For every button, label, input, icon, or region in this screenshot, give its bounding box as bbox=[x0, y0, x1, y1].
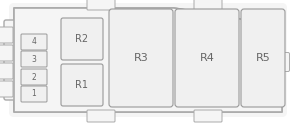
FancyBboxPatch shape bbox=[0, 63, 13, 79]
FancyBboxPatch shape bbox=[0, 27, 13, 43]
Text: R3: R3 bbox=[134, 53, 148, 63]
Text: 1: 1 bbox=[32, 90, 36, 98]
FancyBboxPatch shape bbox=[278, 52, 290, 72]
FancyBboxPatch shape bbox=[21, 86, 47, 102]
Text: R4: R4 bbox=[200, 53, 214, 63]
FancyBboxPatch shape bbox=[4, 20, 22, 100]
Text: R5: R5 bbox=[256, 53, 270, 63]
FancyBboxPatch shape bbox=[21, 69, 47, 85]
Polygon shape bbox=[14, 8, 282, 112]
Polygon shape bbox=[14, 8, 282, 112]
FancyBboxPatch shape bbox=[9, 3, 287, 117]
FancyBboxPatch shape bbox=[87, 0, 115, 10]
FancyBboxPatch shape bbox=[21, 51, 47, 67]
Text: 2: 2 bbox=[32, 73, 36, 81]
Text: 3: 3 bbox=[32, 55, 36, 63]
Text: R2: R2 bbox=[75, 34, 88, 44]
FancyBboxPatch shape bbox=[194, 110, 222, 122]
FancyBboxPatch shape bbox=[0, 45, 13, 61]
FancyBboxPatch shape bbox=[241, 9, 285, 107]
FancyBboxPatch shape bbox=[0, 81, 13, 97]
FancyBboxPatch shape bbox=[109, 9, 173, 107]
FancyBboxPatch shape bbox=[61, 64, 103, 106]
FancyBboxPatch shape bbox=[21, 34, 47, 50]
Text: R1: R1 bbox=[76, 80, 88, 90]
Text: 4: 4 bbox=[32, 37, 36, 46]
FancyBboxPatch shape bbox=[194, 0, 222, 10]
FancyBboxPatch shape bbox=[61, 18, 103, 60]
FancyBboxPatch shape bbox=[87, 110, 115, 122]
FancyBboxPatch shape bbox=[175, 9, 239, 107]
